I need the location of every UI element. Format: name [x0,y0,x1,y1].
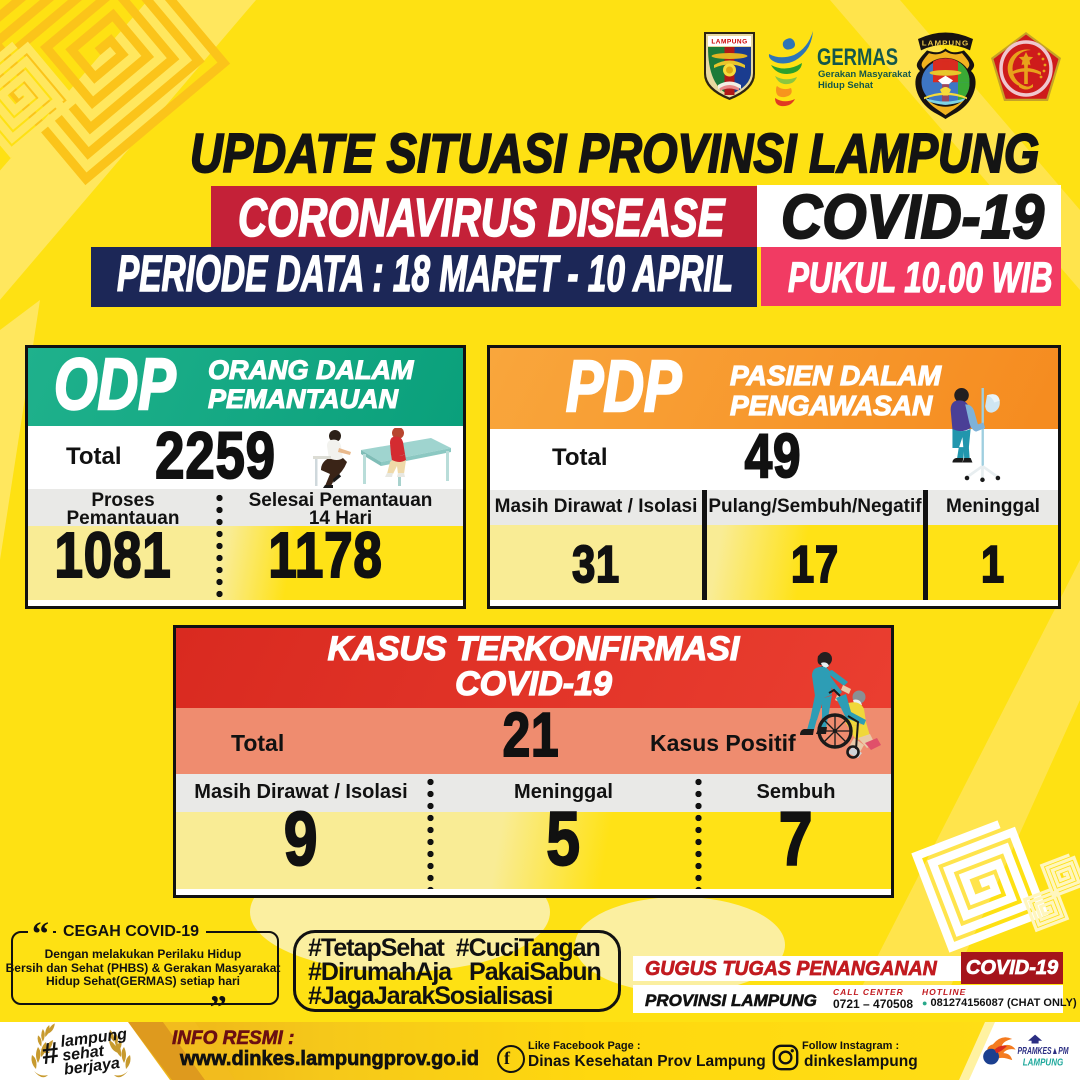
svg-text:LAMPUNG: LAMPUNG [711,39,747,46]
svg-text:PRAMKES▲PM: PRAMKES▲PM [1017,1045,1068,1057]
svg-text:Gerakan Masyarakat: Gerakan Masyarakat [818,69,912,80]
svg-text:LAMPUNG: LAMPUNG [922,39,969,48]
svg-text:Hidup Sehat: Hidup Sehat [818,80,874,91]
svg-text:LAMPUNG: LAMPUNG [1023,1057,1064,1068]
svg-text:sehat: sehat [61,1043,105,1065]
svg-text:GERMAS: GERMAS [817,44,898,71]
svg-text:berjaya: berjaya [63,1055,121,1079]
svg-text:#: # [40,1036,61,1071]
